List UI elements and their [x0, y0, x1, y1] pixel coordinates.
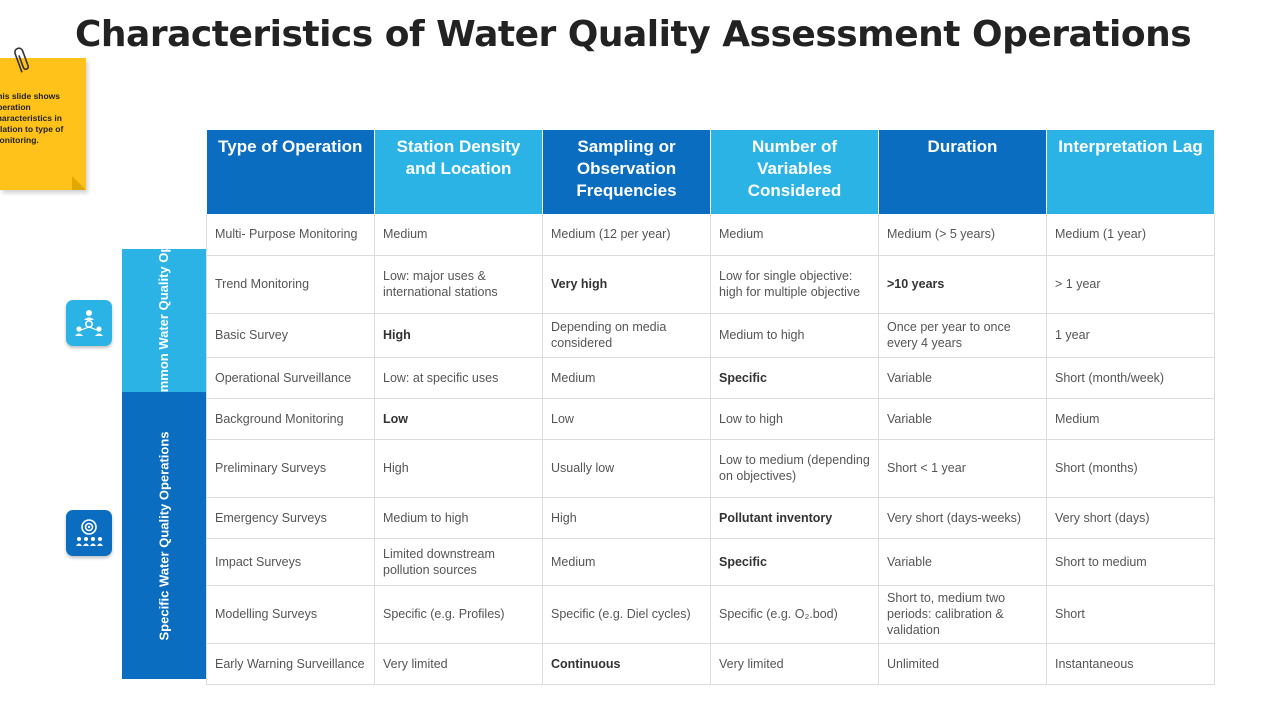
table-cell: Modelling Surveys: [206, 585, 375, 644]
table-cell: High: [374, 439, 543, 498]
table-cell: Preliminary Surveys: [206, 439, 375, 498]
table-cell: Medium: [542, 538, 711, 586]
paperclip-icon: [14, 47, 30, 73]
table-cell: Medium: [542, 357, 711, 399]
table-cell: Low: [374, 398, 543, 440]
group-label-specific-text: Specific Water Quality Operations: [156, 430, 172, 641]
table-cell: > 1 year: [1046, 255, 1215, 314]
header-frequency: Sampling or Observation Frequencies: [542, 130, 711, 214]
group-label-specific: Specific Water Quality Operations: [122, 392, 206, 679]
table-cell: Trend Monitoring: [206, 255, 375, 314]
table-cell: Low to high: [710, 398, 879, 440]
header-type: Type of Operation: [206, 130, 375, 214]
header-variables: Number of Variables Considered: [710, 130, 879, 214]
table-cell: Depending on media considered: [542, 313, 711, 358]
table-row: Modelling Surveys Specific (e.g. Profile…: [206, 585, 1215, 644]
table-cell: Unlimited: [878, 643, 1047, 685]
target-people-icon: [66, 510, 112, 556]
table-row: Preliminary Surveys High Usually low Low…: [206, 439, 1215, 498]
table-cell: Very short (days): [1046, 497, 1215, 539]
table-row: Multi- Purpose Monitoring Medium Medium …: [206, 214, 1215, 256]
table-cell: Pollutant inventory: [710, 497, 879, 539]
table-cell: Medium: [374, 214, 543, 256]
table-cell: Short to, medium two periods: calibratio…: [878, 585, 1047, 644]
table-cell: High: [542, 497, 711, 539]
table-cell: Instantaneous: [1046, 643, 1215, 685]
header-duration: Duration: [878, 130, 1047, 214]
table-cell: Limited downstream pollution sources: [374, 538, 543, 586]
table-cell: Medium to high: [710, 313, 879, 358]
table-cell: Usually low: [542, 439, 711, 498]
table-cell: Specific: [710, 357, 879, 399]
table-cell: Low to medium (depending on objectives): [710, 439, 879, 498]
team-network-icon: [66, 300, 112, 346]
header-lag: Interpretation Lag: [1046, 130, 1215, 214]
table-cell: Variable: [878, 538, 1047, 586]
table-cell: High: [374, 313, 543, 358]
table-cell: Medium: [710, 214, 879, 256]
table-cell: Variable: [878, 398, 1047, 440]
table-cell: Short < 1 year: [878, 439, 1047, 498]
table-row: Basic Survey High Depending on media con…: [206, 313, 1215, 358]
table-cell: Low for single objective: high for multi…: [710, 255, 879, 314]
table-cell: Emergency Surveys: [206, 497, 375, 539]
table-cell: Operational Surveillance: [206, 357, 375, 399]
table-cell: >10 years: [878, 255, 1047, 314]
table-row: Impact Surveys Limited downstream pollut…: [206, 538, 1215, 586]
page-title: Characteristics of Water Quality Assessm…: [75, 14, 1192, 55]
table-row: Background Monitoring Low Low Low to hig…: [206, 398, 1215, 440]
group-label-common: Other Common Water Quality Operations: [122, 194, 206, 447]
table-cell: Low: major uses & international stations: [374, 255, 543, 314]
operations-table: Type of Operation Station Density and Lo…: [206, 130, 1215, 685]
table-cell: Low: [542, 398, 711, 440]
table-header-row: Type of Operation Station Density and Lo…: [206, 130, 1215, 214]
table-cell: Continuous: [542, 643, 711, 685]
table-cell: Multi- Purpose Monitoring: [206, 214, 375, 256]
table-cell: Once per year to once every 4 years: [878, 313, 1047, 358]
table-cell: Variable: [878, 357, 1047, 399]
table-cell: Low: at specific uses: [374, 357, 543, 399]
table-cell: Medium (> 5 years): [878, 214, 1047, 256]
header-density: Station Density and Location: [374, 130, 543, 214]
table-cell: 1 year: [1046, 313, 1215, 358]
table-cell: Medium (1 year): [1046, 214, 1215, 256]
table-cell: Background Monitoring: [206, 398, 375, 440]
sticky-note: This slide shows operation characteristi…: [0, 58, 86, 190]
table-row: Early Warning Surveillance Very limited …: [206, 643, 1215, 685]
table-cell: Early Warning Surveillance: [206, 643, 375, 685]
table-cell: Basic Survey: [206, 313, 375, 358]
table-cell: Medium: [1046, 398, 1215, 440]
table-cell: Specific (e.g. O₂.bod): [710, 585, 879, 644]
table-cell: Medium to high: [374, 497, 543, 539]
table-row: Emergency Surveys Medium to high High Po…: [206, 497, 1215, 539]
table-cell: Short (month/week): [1046, 357, 1215, 399]
table-cell: Medium (12 per year): [542, 214, 711, 256]
table-cell: Specific (e.g. Diel cycles): [542, 585, 711, 644]
table-cell: Very limited: [710, 643, 879, 685]
table-row: Operational Surveillance Low: at specifi…: [206, 357, 1215, 399]
table-cell: Short to medium: [1046, 538, 1215, 586]
table-row: Trend Monitoring Low: major uses & inter…: [206, 255, 1215, 314]
table-cell: Very high: [542, 255, 711, 314]
table-cell: Specific (e.g. Profiles): [374, 585, 543, 644]
table-cell: Very limited: [374, 643, 543, 685]
table-cell: Specific: [710, 538, 879, 586]
table-cell: Short: [1046, 585, 1215, 644]
table-cell: Impact Surveys: [206, 538, 375, 586]
table-cell: Short (months): [1046, 439, 1215, 498]
sticky-note-text: This slide shows operation characteristi…: [0, 91, 64, 145]
table-cell: Very short (days-weeks): [878, 497, 1047, 539]
